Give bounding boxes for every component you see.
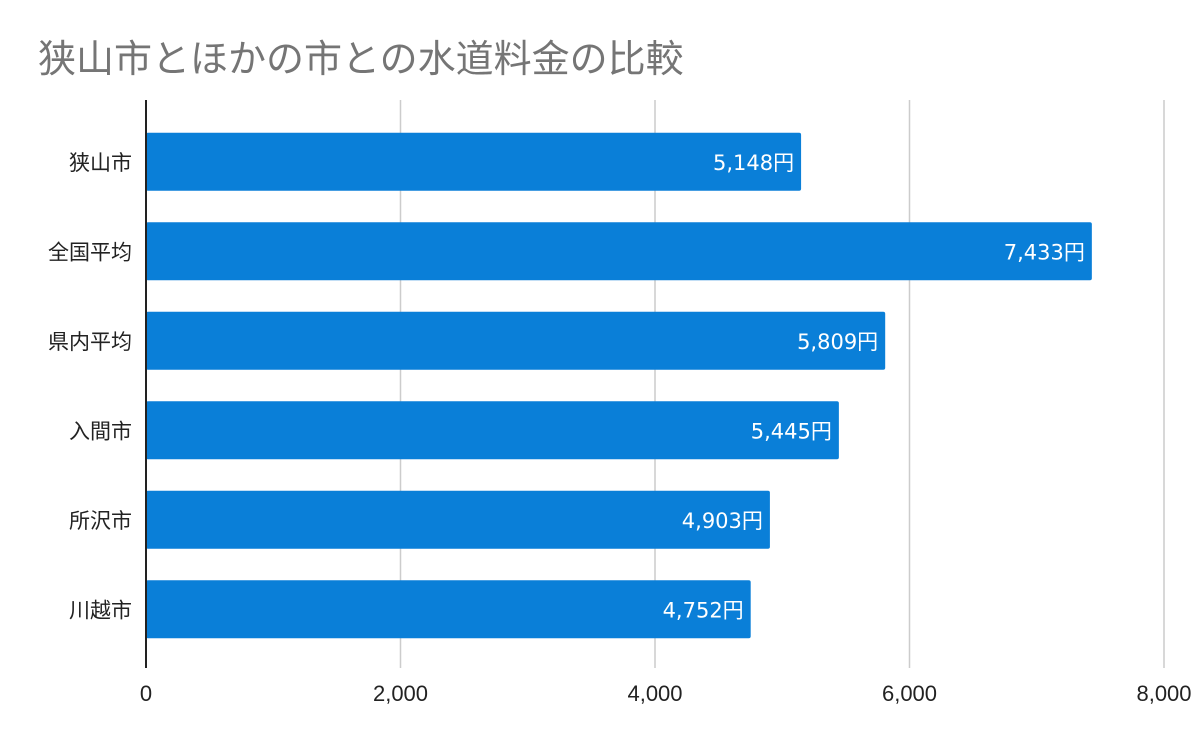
category-label: 県内平均 — [48, 330, 132, 354]
x-tick-label: 0 — [140, 681, 152, 706]
category-label: 全国平均 — [48, 240, 132, 264]
bar — [146, 222, 1092, 281]
category-label: 入間市 — [69, 419, 132, 443]
bar — [146, 401, 839, 460]
x-tick-label: 8,000 — [1136, 681, 1191, 706]
data-label: 5,148円 — [713, 151, 794, 175]
data-label: 4,903円 — [682, 509, 763, 533]
data-label: 5,809円 — [797, 330, 878, 354]
gridlines — [399, 100, 1165, 668]
x-tick-label: 4,000 — [627, 681, 682, 706]
bar — [146, 132, 802, 191]
x-tick-label: 2,000 — [373, 681, 428, 706]
bar — [146, 580, 751, 639]
category-label: 狭山市 — [69, 151, 132, 175]
category-label: 所沢市 — [69, 509, 132, 533]
x-tick-label: 6,000 — [882, 681, 937, 706]
bar — [146, 490, 770, 549]
bars — [146, 132, 1092, 639]
chart-title: 狭山市とほかの市との水道料金の比較 — [38, 37, 684, 81]
data-label: 7,433円 — [1004, 240, 1085, 264]
bar — [146, 311, 886, 370]
data-label: 5,445円 — [751, 419, 832, 443]
labels: 0 2,000 4,000 6,000 8,000 5,148円 狭山市 7,433円 全国平均… — [48, 151, 1192, 706]
category-label: 川越市 — [69, 598, 132, 622]
data-label: 4,752円 — [663, 598, 744, 622]
